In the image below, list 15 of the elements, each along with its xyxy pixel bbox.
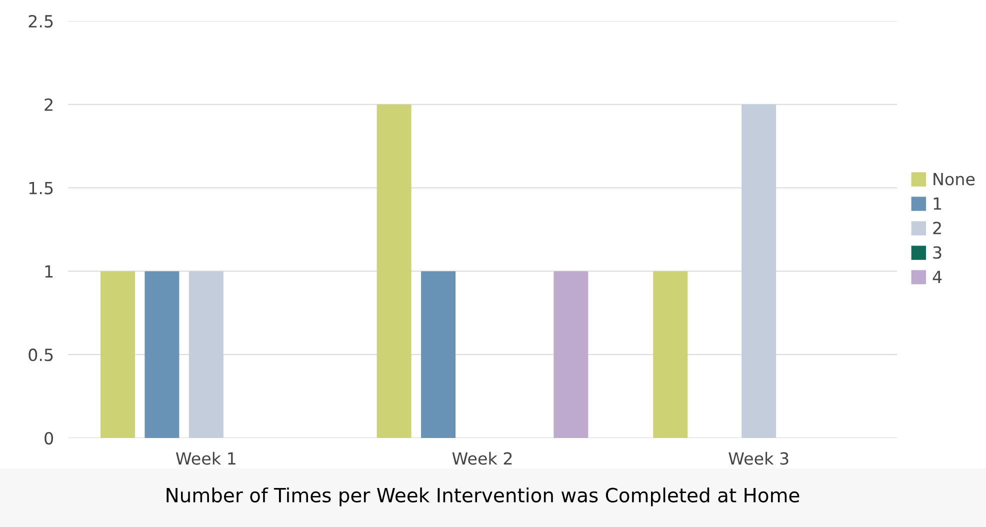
legend-label: 1	[934, 197, 942, 210]
legend-label: 2	[933, 222, 941, 234]
y-tick-label: 2	[44, 98, 52, 111]
legend-label: 4	[932, 270, 942, 284]
x-axis-title: Number of Times per Week Intervention was Completed at Home	[166, 487, 800, 506]
y-tick-label: 1	[45, 265, 53, 278]
legend-label: None	[934, 173, 975, 186]
y-tick-label: 2.5	[28, 14, 53, 28]
y-tick-label: 1.5	[29, 182, 53, 194]
y-tick-label: 0	[44, 432, 54, 445]
x-tick-label: Week 3	[728, 452, 788, 465]
x-tick-label: Week 2	[452, 452, 512, 465]
x-tick-label: Week 1	[176, 452, 236, 465]
y-tick-label: 0.5	[28, 348, 53, 362]
legend-label: 3	[933, 246, 942, 259]
